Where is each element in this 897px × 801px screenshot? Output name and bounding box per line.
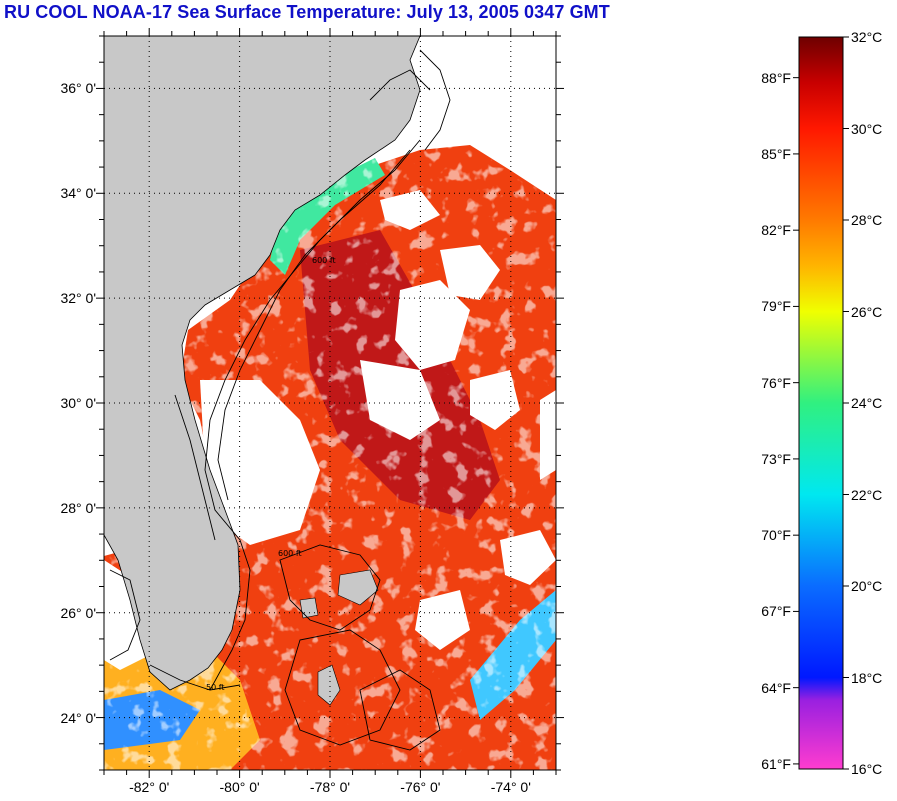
contour-label: 50 ft [206, 683, 225, 692]
contour-label: 600 ft [312, 256, 336, 265]
celsius-tick-label: 30°C [851, 120, 883, 137]
contour-labels: 50 ft 600 ft 600 ft [206, 256, 336, 692]
land-mainland [104, 36, 421, 691]
lon-tick-label: -78° 0' [309, 779, 351, 795]
fahrenheit-tick-label: 88°F [761, 69, 791, 86]
colorbar-ticks [793, 36, 849, 770]
lat-tick-label: 36° 0' [60, 80, 96, 97]
fahrenheit-tick-label: 82°F [761, 222, 791, 239]
celsius-tick-label: 28°C [851, 212, 883, 228]
fahrenheit-tick-label: 76°F [761, 374, 791, 391]
celsius-tick-label: 16°C [851, 761, 883, 777]
lon-tick-label: -74° 0' [490, 779, 531, 795]
celsius-tick-label: 24°C [851, 395, 883, 411]
celsius-tick-label: 18°C [851, 669, 883, 686]
celsius-tick-label: 22°C [851, 486, 883, 503]
lon-tick-label: -82° 0' [129, 779, 170, 795]
lat-tick-label: 26° 0' [60, 604, 96, 621]
land-gulf-strip [104, 455, 122, 510]
lat-tick-label: 30° 0' [60, 395, 96, 411]
axis-ticks [96, 28, 564, 778]
depth-contours [109, 49, 451, 751]
celsius-tick-label: 26°C [851, 303, 883, 320]
fahrenheit-tick-label: 61°F [761, 755, 791, 772]
fahrenheit-tick-label: 79°F [761, 298, 791, 315]
lat-tick-label: 24° 0' [60, 709, 96, 726]
fahrenheit-tick-label: 85°F [761, 145, 791, 162]
lat-tick-label: 32° 0' [60, 290, 96, 307]
map-title: RU COOL NOAA-17 Sea Surface Temperature:… [4, 2, 610, 22]
fahrenheit-tick-label: 70°F [761, 527, 791, 544]
lon-tick-label: -76° 0' [400, 779, 441, 795]
contour-label: 600 ft [278, 549, 302, 558]
fahrenheit-tick-label: 64°F [761, 679, 791, 696]
colorbar [798, 36, 844, 770]
fahrenheit-tick-label: 67°F [761, 603, 791, 620]
lat-tick-label: 28° 0' [60, 499, 96, 516]
celsius-tick-label: 32°C [851, 29, 883, 45]
lon-tick-label: -80° 0' [219, 779, 260, 795]
celsius-tick-label: 20°C [851, 578, 883, 594]
lat-tick-label: 34° 0' [60, 185, 96, 202]
graticule-grid [104, 36, 556, 770]
fahrenheit-tick-label: 73°F [761, 450, 791, 467]
